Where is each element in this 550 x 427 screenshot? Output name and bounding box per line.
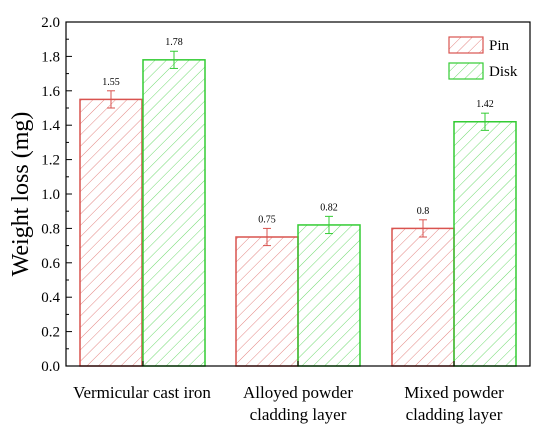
y-tick-label: 0.8 xyxy=(41,221,60,237)
y-tick-label: 0.6 xyxy=(41,256,60,272)
y-tick-label: 1.2 xyxy=(41,153,60,169)
plot-area: 1.55 0.75 0.8 1.78 0.82 1.42 0.0 0.2 0.4 0.6 0.8 1.… xyxy=(8,15,531,424)
bar-pin-2 xyxy=(391,227,455,367)
legend-label-disk: Disk xyxy=(489,64,518,80)
y-tick-label: 1.0 xyxy=(41,187,60,203)
data-label-pin-1: 0.75 xyxy=(258,214,276,225)
y-tick-label: 0.0 xyxy=(41,359,60,375)
bar-disk-2 xyxy=(453,121,517,367)
legend-label-pin: Pin xyxy=(489,38,510,54)
x-tick-label: Mixed powder xyxy=(404,383,504,402)
bar-pin-1 xyxy=(235,236,299,367)
data-label-disk-0: 1.78 xyxy=(165,37,183,48)
bar-disk-1 xyxy=(297,224,361,367)
y-tick-label: 1.4 xyxy=(41,118,60,134)
y-tick-label: 0.2 xyxy=(41,325,60,341)
x-tick-label: Vermicular cast iron xyxy=(73,383,211,402)
bar-pin-0 xyxy=(79,98,143,367)
y-tick-label: 2.0 xyxy=(41,15,60,31)
y-axis-label: Weight loss (mg) xyxy=(8,112,34,277)
y-tick-label: 0.4 xyxy=(41,290,60,306)
y-tick-label: 1.6 xyxy=(41,84,60,100)
data-label-pin-2: 0.8 xyxy=(417,206,430,217)
legend-swatch-pin xyxy=(448,36,484,54)
y-tick-label: 1.8 xyxy=(41,49,60,65)
data-label-pin-0: 1.55 xyxy=(102,77,120,88)
x-tick-label: cladding layer xyxy=(250,405,347,424)
data-label-disk-2: 1.42 xyxy=(476,99,494,110)
bar-disk-0 xyxy=(142,59,206,367)
legend-swatch-disk xyxy=(448,62,484,80)
x-tick-label: Alloyed powder xyxy=(243,383,353,402)
x-tick-label: cladding layer xyxy=(406,405,503,424)
data-label-disk-1: 0.82 xyxy=(320,202,338,213)
